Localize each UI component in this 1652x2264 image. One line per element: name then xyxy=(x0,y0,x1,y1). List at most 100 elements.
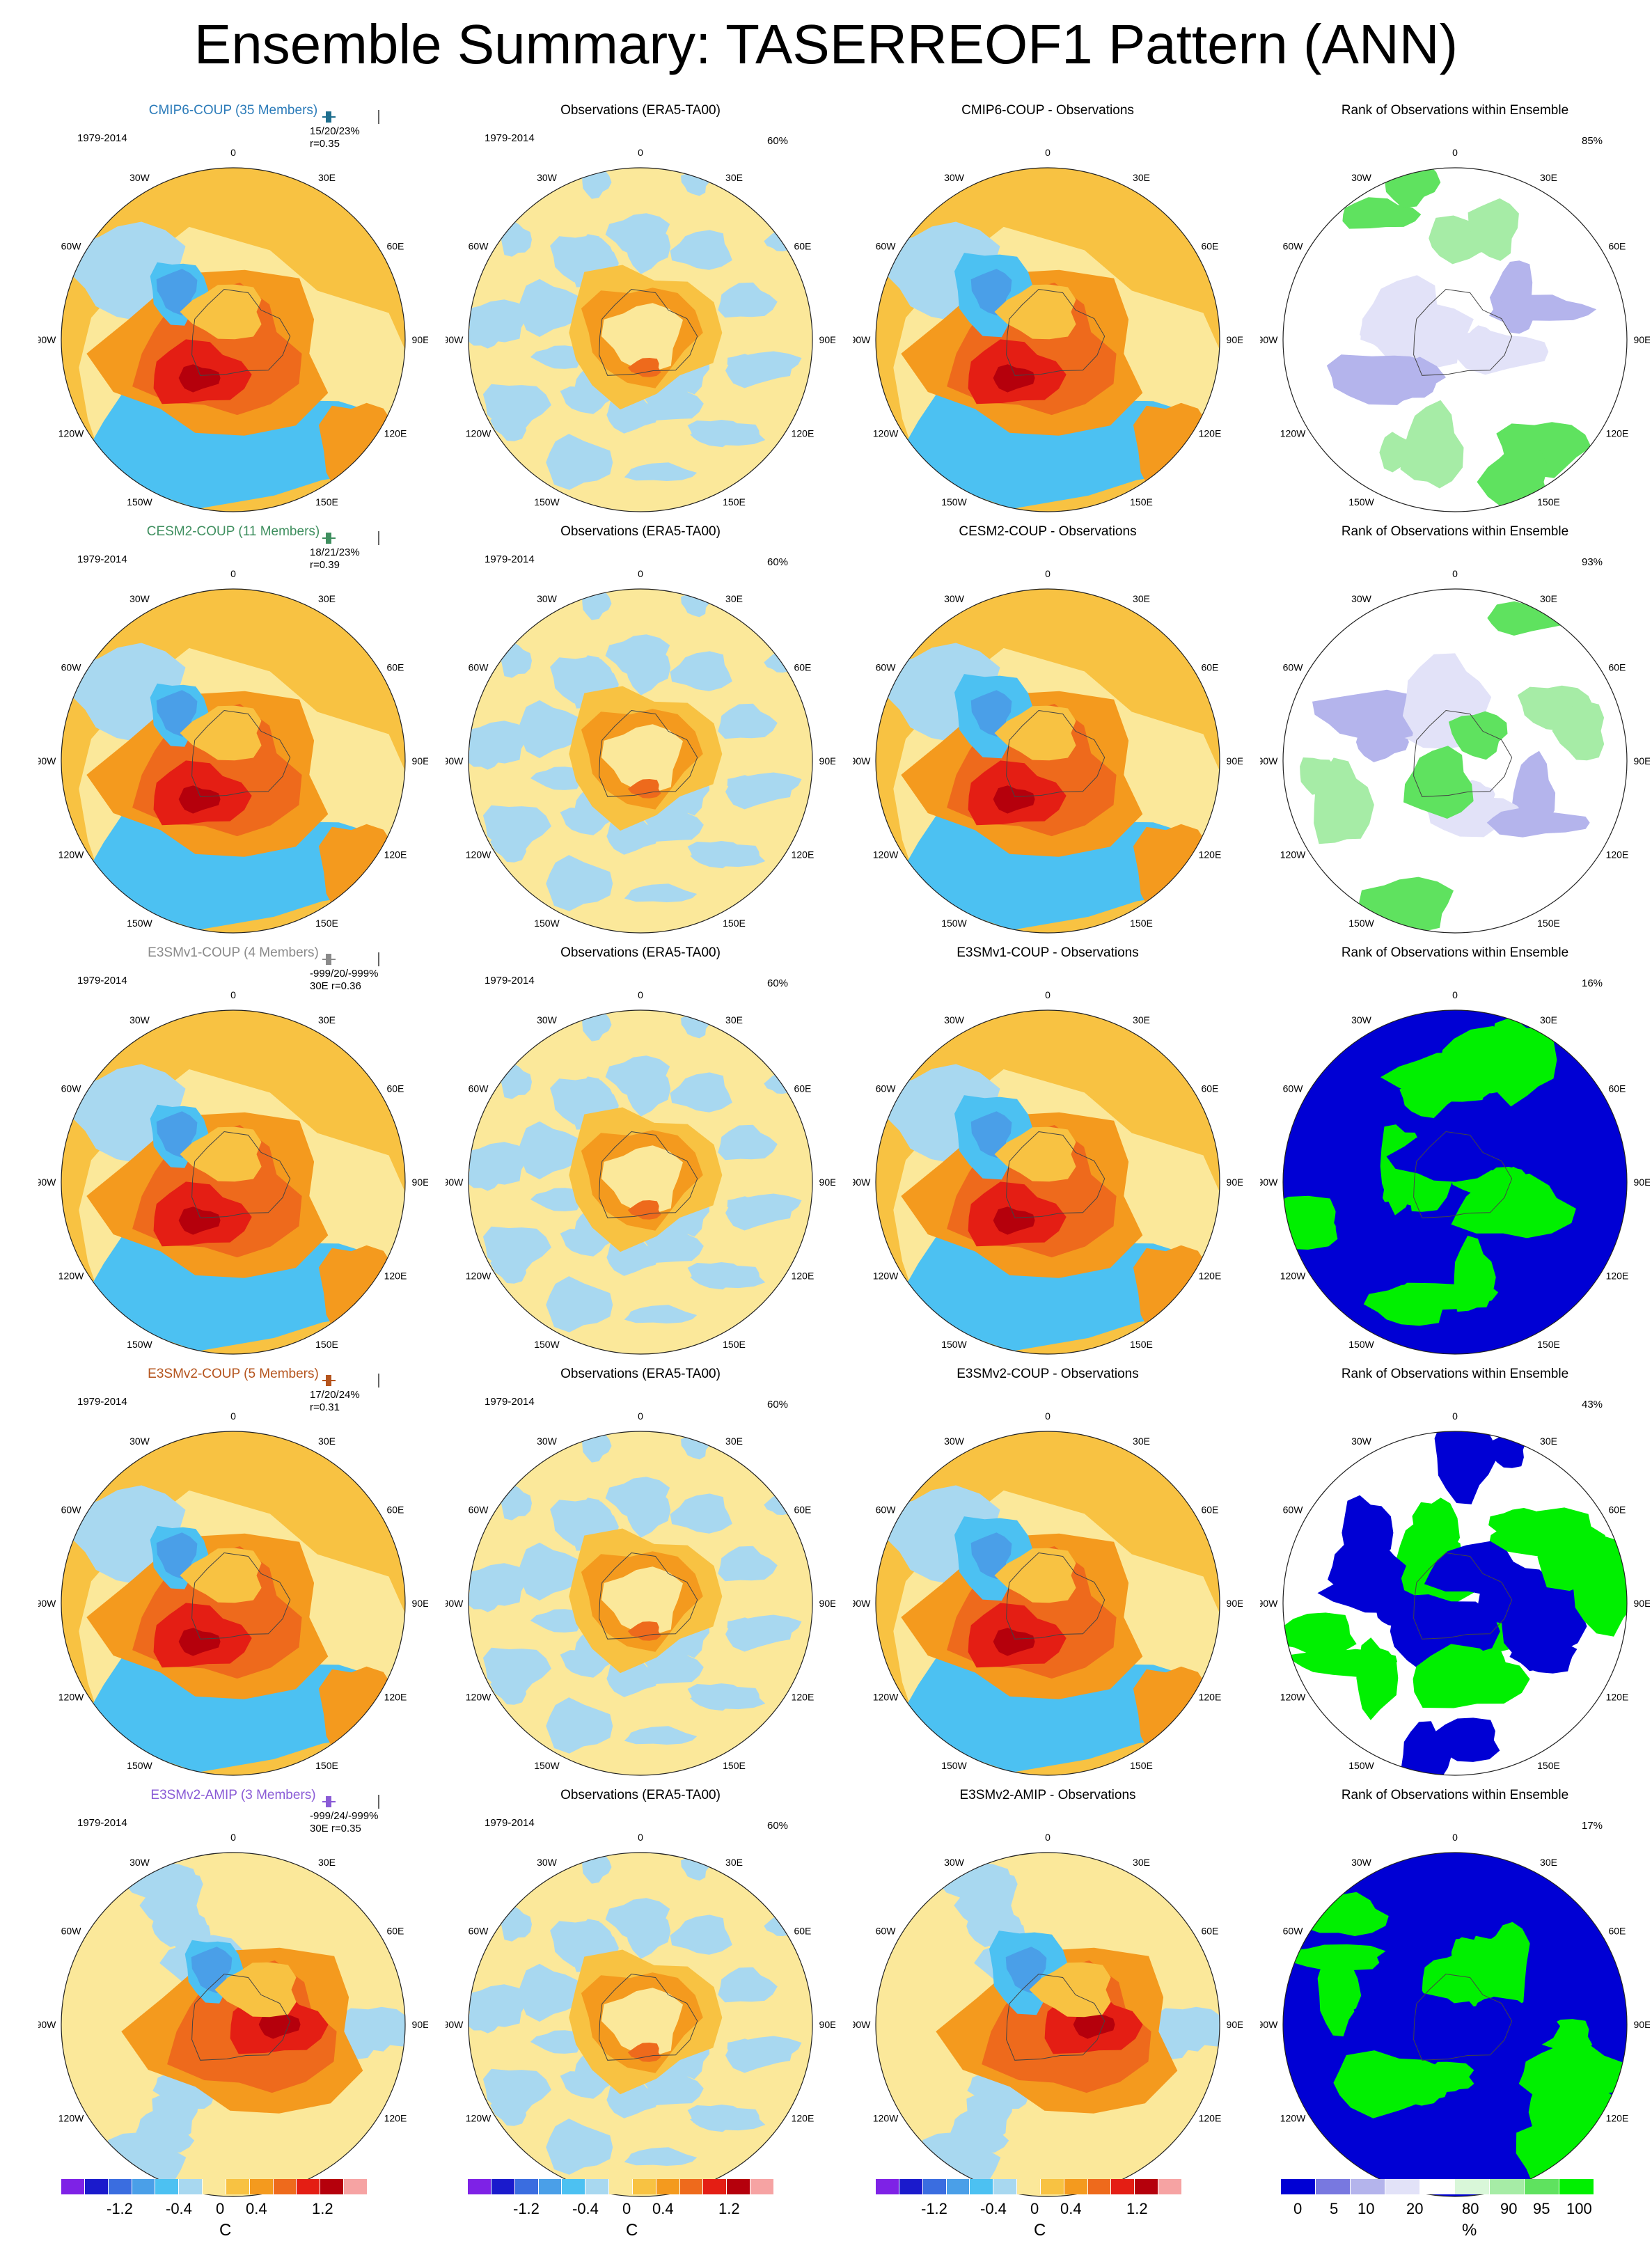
polar-map: 030E60E90E120E150E180150W120W90W60W30W xyxy=(853,147,1243,512)
contour-region xyxy=(490,1663,527,1705)
panel-title: Observations (ERA5-TA00) xyxy=(560,524,721,539)
longitude-label: 30W xyxy=(129,1436,150,1447)
temperature-colorbar-1: -1.2 -0.4 0 0.4 1.2 C xyxy=(61,2179,368,2256)
longitude-label: 30E xyxy=(725,1436,743,1447)
longitude-label: 60W xyxy=(1283,241,1304,252)
colorbar-swatch xyxy=(320,2179,345,2194)
observation-panel: 030E60E90E120E150E180150W120W90W60W30WOb… xyxy=(446,519,835,936)
model-panel: 030E60E90E120E150E180150W120W90W60W30WE3… xyxy=(38,1361,428,1779)
contour-region xyxy=(1401,1721,1452,1775)
panel-title: Rank of Observations within Ensemble xyxy=(1341,103,1569,118)
longitude-label: 0 xyxy=(1452,147,1458,158)
longitude-label: 120W xyxy=(873,2113,899,2124)
contour-region xyxy=(727,772,802,800)
contour-region xyxy=(1509,1641,1578,1674)
longitude-label: 150E xyxy=(1130,1339,1153,1350)
longitude-label: 90W xyxy=(1260,755,1278,767)
contour-region xyxy=(624,1726,698,1745)
colorbar-swatch xyxy=(1316,2179,1351,2194)
contour-region xyxy=(1481,1921,1530,2008)
longitude-label: 90E xyxy=(819,2019,835,2030)
contour-region xyxy=(1434,1431,1497,1504)
difference-panel: 030E60E90E120E150E180150W120W90W60W30WE3… xyxy=(853,1361,1243,1779)
contour-region xyxy=(546,1276,613,1333)
longitude-label: 90E xyxy=(412,2019,428,2030)
colorbar-swatch xyxy=(1385,2179,1420,2194)
longitude-label: 0 xyxy=(1045,1410,1051,1422)
colorbar-tick-label: 1.2 xyxy=(312,2200,333,2217)
contour-region xyxy=(1335,1174,1387,1249)
panel-title: E3SMv2-AMIP - Observations xyxy=(959,1788,1136,1802)
contour-region xyxy=(582,1432,612,1463)
longitude-label: 120E xyxy=(384,2113,407,2124)
colorbar-swatch xyxy=(61,2179,85,2194)
colorbar-swatch xyxy=(750,2179,774,2194)
contour-region xyxy=(136,2108,185,2139)
longitude-label: 0 xyxy=(1045,568,1051,579)
longitude-label: 120W xyxy=(1280,2113,1306,2124)
contour-region xyxy=(690,844,766,867)
longitude-label: 0 xyxy=(1452,1410,1458,1422)
longitude-label: 60W xyxy=(1283,1926,1304,1937)
colorbar-swatch xyxy=(1040,2179,1064,2194)
contour-region xyxy=(993,785,1035,814)
longitude-label: 150W xyxy=(941,1339,967,1350)
pattern-stats: -999/20/-999% 30E r=0.36 xyxy=(310,968,378,993)
longitude-label: 150E xyxy=(1130,918,1153,929)
longitude-label: 60W xyxy=(61,1504,82,1516)
colorbar-swatch xyxy=(273,2179,297,2194)
longitude-label: 90E xyxy=(412,1598,428,1609)
contour-region xyxy=(1386,1955,1424,1981)
colorbar-swatch xyxy=(344,2179,368,2194)
longitude-label: 90E xyxy=(1634,1177,1650,1188)
longitude-label: 120W xyxy=(466,1271,491,1282)
contour-region xyxy=(1326,354,1446,405)
polar-map: 030E60E90E120E150E180150W120W90W60W30W xyxy=(1260,1410,1650,1776)
longitude-label: 60E xyxy=(794,1926,811,1937)
contour-region xyxy=(1552,701,1605,761)
ensemble-whisker xyxy=(322,110,379,124)
longitude-label: 90W xyxy=(446,755,464,767)
colorbar-unit: C xyxy=(626,2221,638,2240)
longitude-label: 60W xyxy=(876,1083,897,1094)
contour-region xyxy=(993,364,1035,393)
polar-map: 030E60E90E120E150E180150W120W90W60W30W xyxy=(853,1410,1243,1776)
contour-region xyxy=(490,2084,527,2126)
contour-region xyxy=(670,230,732,270)
contour-region xyxy=(994,1548,1076,1603)
contour-region xyxy=(1413,1644,1530,1708)
longitude-label: 150W xyxy=(127,1339,152,1350)
longitude-label: 90E xyxy=(1227,1598,1243,1609)
contour-region xyxy=(605,1055,670,1099)
coverage-percent: 60% xyxy=(767,1399,789,1410)
polar-map: 030E60E90E120E150E180150W120W90W60W30W xyxy=(446,1410,835,1776)
longitude-label: 90W xyxy=(853,334,871,345)
longitude-label: 30E xyxy=(1133,172,1150,183)
longitude-label: 0 xyxy=(230,147,236,158)
contour-region xyxy=(627,358,661,377)
longitude-label: 120W xyxy=(58,1692,84,1703)
longitude-label: 0 xyxy=(638,147,643,158)
contour-region xyxy=(970,269,1012,316)
longitude-label: 30E xyxy=(318,172,336,183)
contour-region xyxy=(718,703,778,739)
observation-panel: 030E60E90E120E150E180150W120W90W60W30WOb… xyxy=(446,940,835,1358)
colorbar-tick-label: 1.2 xyxy=(1126,2200,1148,2217)
longitude-label: 150E xyxy=(1537,1760,1560,1771)
longitude-label: 150E xyxy=(1537,918,1560,929)
colorbar-swatches xyxy=(876,2179,1182,2194)
longitude-label: 30E xyxy=(1540,1014,1557,1025)
colorbar-swatch xyxy=(1281,2179,1316,2194)
contour-region xyxy=(605,634,670,678)
coverage-percent: 60% xyxy=(767,1820,789,1832)
period-label: 1979-2014 xyxy=(485,1396,535,1408)
longitude-label: 60W xyxy=(876,241,897,252)
period-label: 1979-2014 xyxy=(485,1817,535,1829)
temperature-colorbar-3: -1.2 -0.4 0 0.4 1.2 C xyxy=(876,2179,1182,2256)
stats-line2: r=0.35 xyxy=(310,138,340,150)
period-label: 1979-2014 xyxy=(77,132,127,144)
panel-title: E3SMv1-COUP - Observations xyxy=(957,945,1139,960)
contour-region xyxy=(530,2030,583,2054)
contour-region xyxy=(1451,1173,1576,1239)
longitude-label: 120W xyxy=(1280,849,1306,860)
